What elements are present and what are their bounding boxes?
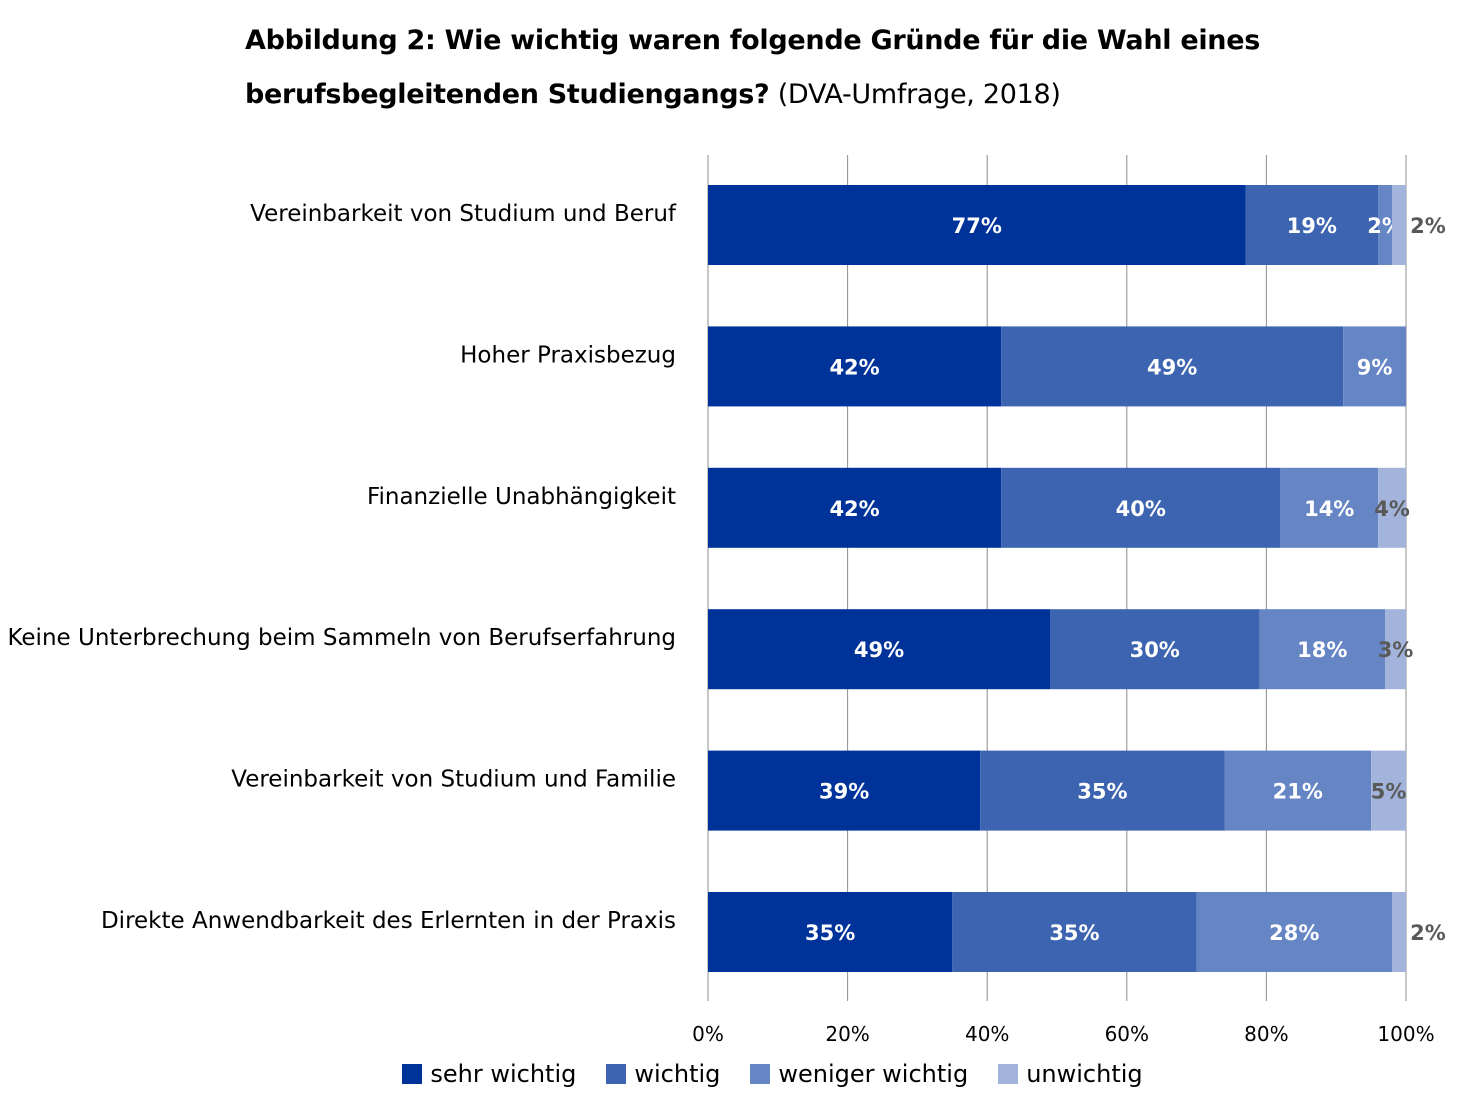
bar-segment [1001,467,1281,548]
data-label: 49% [854,638,904,662]
bar-segment [708,750,981,831]
bar-segment [1050,609,1260,690]
data-label: 9% [1357,355,1393,379]
x-tick-label: 80% [1244,1022,1288,1046]
data-label: 2% [1410,214,1446,238]
bar-segment [1224,750,1372,831]
bar-segment [1371,750,1406,831]
data-label: 42% [829,497,879,521]
bar-segment [1343,326,1406,407]
data-label: 14% [1304,497,1354,521]
category-label: Hoher Praxisbezug [460,342,676,368]
data-label: 2% [1410,921,1446,945]
bar-segment [708,609,1051,690]
data-label: 49% [1147,355,1197,379]
x-tick-label: 100% [1377,1022,1434,1046]
data-label: 35% [1077,780,1127,804]
legend-label: sehr wichtig [430,1060,577,1088]
data-label: 4% [1374,497,1410,521]
bar-segment [1378,467,1406,548]
bar-segment [708,326,1002,407]
bar-segment [1392,185,1406,265]
chart-title: Abbildung 2: Wie wichtig waren folgende … [245,14,1395,122]
bar-segment [980,750,1225,831]
category-label: Vereinbarkeit von Studium und Familie [231,767,676,793]
bar-segment [708,185,1246,265]
data-label: 5% [1371,780,1407,804]
bar-segment [1245,185,1379,265]
data-label: 39% [819,780,869,804]
bar-segment [708,467,1002,548]
data-label: 19% [1287,214,1337,238]
legend-item: unwichtig [998,1060,1143,1088]
bar-segment [1280,467,1379,548]
category-label: Finanzielle Unabhängigkeit [367,484,676,510]
data-label: 42% [829,355,879,379]
bar-segment [1001,326,1344,407]
x-tick-label: 60% [1105,1022,1149,1046]
chart-title-source: (DVA-Umfrage, 2018) [777,79,1061,110]
bar-segment [1259,609,1386,690]
legend-swatch [998,1064,1019,1084]
data-label: 77% [952,214,1002,238]
data-label: 18% [1297,638,1347,662]
chart-legend: sehr wichtig wichtig weniger wichtig unwich… [0,1060,1465,1088]
bar-segment [1385,609,1406,690]
legend-item: weniger wichtig [750,1060,968,1088]
data-label: 40% [1116,497,1166,521]
bar-segment [708,892,953,972]
category-label: Vereinbarkeit von Studium und Beruf [250,201,677,227]
x-tick-label: 40% [965,1022,1009,1046]
legend-swatch [402,1064,423,1084]
legend-swatch [606,1064,627,1084]
legend-label: wichtig [634,1060,721,1088]
data-label: 30% [1130,638,1180,662]
data-label: 28% [1269,921,1319,945]
category-label: Direkte Anwendbarkeit des Erlernten in d… [101,908,676,934]
chart-title-main: Abbildung 2: Wie wichtig waren folgende … [245,25,1260,110]
legend-item: wichtig [606,1060,720,1088]
bar-segment [1378,185,1393,265]
bar-segment [1196,892,1393,972]
legend-swatch [750,1064,771,1084]
data-label: 35% [805,921,855,945]
legend-label: unwichtig [1026,1060,1143,1088]
category-label: Keine Unterbrechung beim Sammeln von Ber… [7,625,676,651]
legend-label: weniger wichtig [778,1060,969,1088]
data-label: 3% [1378,638,1414,662]
data-label: 35% [1049,921,1099,945]
bar-segment [952,892,1197,972]
data-label: 21% [1273,780,1323,804]
stacked-bar-chart: 0% 20% 40% 60% 80% 100% Vereinbarkeit von Stud… [7,155,1446,1046]
legend-item: sehr wichtig [402,1060,576,1088]
x-tick-label: 0% [692,1022,724,1046]
bar-segment [1392,892,1406,972]
x-tick-label: 20% [825,1022,869,1046]
